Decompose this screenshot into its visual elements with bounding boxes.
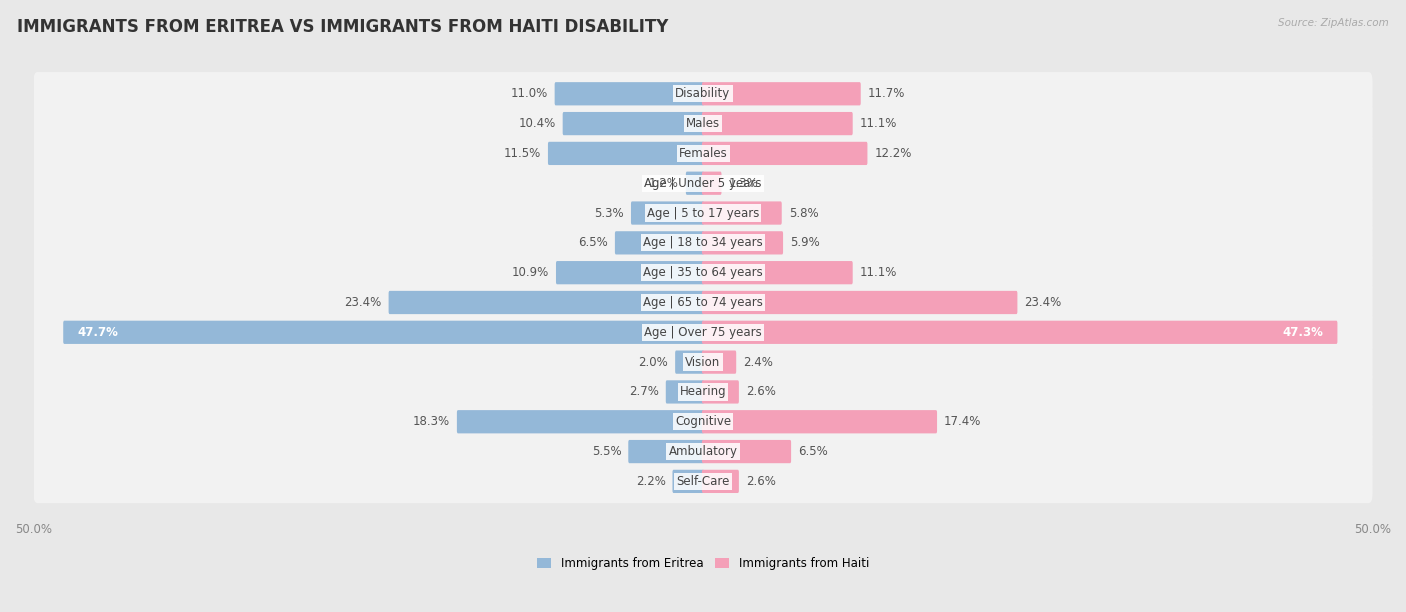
Text: 11.0%: 11.0%: [510, 88, 548, 100]
FancyBboxPatch shape: [702, 351, 737, 374]
Text: 11.1%: 11.1%: [859, 117, 897, 130]
Text: Age | 65 to 74 years: Age | 65 to 74 years: [643, 296, 763, 309]
Text: 11.5%: 11.5%: [503, 147, 541, 160]
Text: Hearing: Hearing: [679, 386, 727, 398]
FancyBboxPatch shape: [554, 82, 704, 105]
FancyBboxPatch shape: [555, 261, 704, 285]
FancyBboxPatch shape: [34, 72, 1372, 116]
FancyBboxPatch shape: [34, 430, 1372, 473]
Text: Disability: Disability: [675, 88, 731, 100]
Text: 11.7%: 11.7%: [868, 88, 905, 100]
Text: 47.7%: 47.7%: [77, 326, 118, 339]
FancyBboxPatch shape: [628, 440, 704, 463]
FancyBboxPatch shape: [388, 291, 704, 314]
FancyBboxPatch shape: [34, 460, 1372, 503]
Text: Age | Under 5 years: Age | Under 5 years: [644, 177, 762, 190]
Text: 6.5%: 6.5%: [799, 445, 828, 458]
Text: Age | 18 to 34 years: Age | 18 to 34 years: [643, 236, 763, 249]
Text: 23.4%: 23.4%: [1025, 296, 1062, 309]
FancyBboxPatch shape: [702, 261, 852, 285]
Text: Cognitive: Cognitive: [675, 416, 731, 428]
FancyBboxPatch shape: [702, 470, 740, 493]
FancyBboxPatch shape: [34, 132, 1372, 175]
FancyBboxPatch shape: [63, 321, 704, 344]
FancyBboxPatch shape: [702, 440, 792, 463]
Text: Vision: Vision: [685, 356, 721, 368]
Text: 5.3%: 5.3%: [595, 206, 624, 220]
Text: 5.5%: 5.5%: [592, 445, 621, 458]
Text: 47.3%: 47.3%: [1282, 326, 1323, 339]
Text: 2.6%: 2.6%: [745, 475, 776, 488]
Text: 18.3%: 18.3%: [413, 416, 450, 428]
Text: 1.3%: 1.3%: [728, 177, 758, 190]
Text: Age | 35 to 64 years: Age | 35 to 64 years: [643, 266, 763, 279]
Text: Source: ZipAtlas.com: Source: ZipAtlas.com: [1278, 18, 1389, 28]
FancyBboxPatch shape: [702, 410, 936, 433]
Text: IMMIGRANTS FROM ERITREA VS IMMIGRANTS FROM HAITI DISABILITY: IMMIGRANTS FROM ERITREA VS IMMIGRANTS FR…: [17, 18, 668, 36]
FancyBboxPatch shape: [34, 370, 1372, 414]
Text: Age | Over 75 years: Age | Over 75 years: [644, 326, 762, 339]
FancyBboxPatch shape: [34, 400, 1372, 444]
Text: 6.5%: 6.5%: [578, 236, 607, 249]
FancyBboxPatch shape: [548, 142, 704, 165]
FancyBboxPatch shape: [34, 281, 1372, 324]
FancyBboxPatch shape: [702, 82, 860, 105]
Text: 2.7%: 2.7%: [628, 386, 659, 398]
FancyBboxPatch shape: [666, 380, 704, 403]
FancyBboxPatch shape: [702, 171, 721, 195]
FancyBboxPatch shape: [702, 231, 783, 255]
FancyBboxPatch shape: [702, 201, 782, 225]
Text: 12.2%: 12.2%: [875, 147, 911, 160]
FancyBboxPatch shape: [675, 351, 704, 374]
Text: 2.2%: 2.2%: [636, 475, 665, 488]
Text: 17.4%: 17.4%: [943, 416, 981, 428]
FancyBboxPatch shape: [34, 162, 1372, 205]
FancyBboxPatch shape: [34, 192, 1372, 235]
FancyBboxPatch shape: [457, 410, 704, 433]
FancyBboxPatch shape: [34, 251, 1372, 294]
FancyBboxPatch shape: [614, 231, 704, 255]
Text: 1.2%: 1.2%: [650, 177, 679, 190]
FancyBboxPatch shape: [562, 112, 704, 135]
Text: 5.9%: 5.9%: [790, 236, 820, 249]
FancyBboxPatch shape: [672, 470, 704, 493]
FancyBboxPatch shape: [702, 291, 1018, 314]
Text: Females: Females: [679, 147, 727, 160]
Text: Ambulatory: Ambulatory: [668, 445, 738, 458]
FancyBboxPatch shape: [702, 112, 852, 135]
Text: 2.4%: 2.4%: [744, 356, 773, 368]
Text: 10.4%: 10.4%: [519, 117, 555, 130]
FancyBboxPatch shape: [686, 171, 704, 195]
Text: Self-Care: Self-Care: [676, 475, 730, 488]
Text: 2.0%: 2.0%: [638, 356, 668, 368]
FancyBboxPatch shape: [34, 221, 1372, 264]
Text: 2.6%: 2.6%: [745, 386, 776, 398]
FancyBboxPatch shape: [34, 340, 1372, 384]
FancyBboxPatch shape: [702, 380, 740, 403]
Text: Males: Males: [686, 117, 720, 130]
Text: 23.4%: 23.4%: [344, 296, 381, 309]
Text: Age | 5 to 17 years: Age | 5 to 17 years: [647, 206, 759, 220]
Legend: Immigrants from Eritrea, Immigrants from Haiti: Immigrants from Eritrea, Immigrants from…: [537, 557, 869, 570]
Text: 11.1%: 11.1%: [859, 266, 897, 279]
FancyBboxPatch shape: [702, 142, 868, 165]
FancyBboxPatch shape: [702, 321, 1337, 344]
FancyBboxPatch shape: [34, 310, 1372, 354]
FancyBboxPatch shape: [34, 102, 1372, 146]
Text: 10.9%: 10.9%: [512, 266, 548, 279]
FancyBboxPatch shape: [631, 201, 704, 225]
Text: 5.8%: 5.8%: [789, 206, 818, 220]
